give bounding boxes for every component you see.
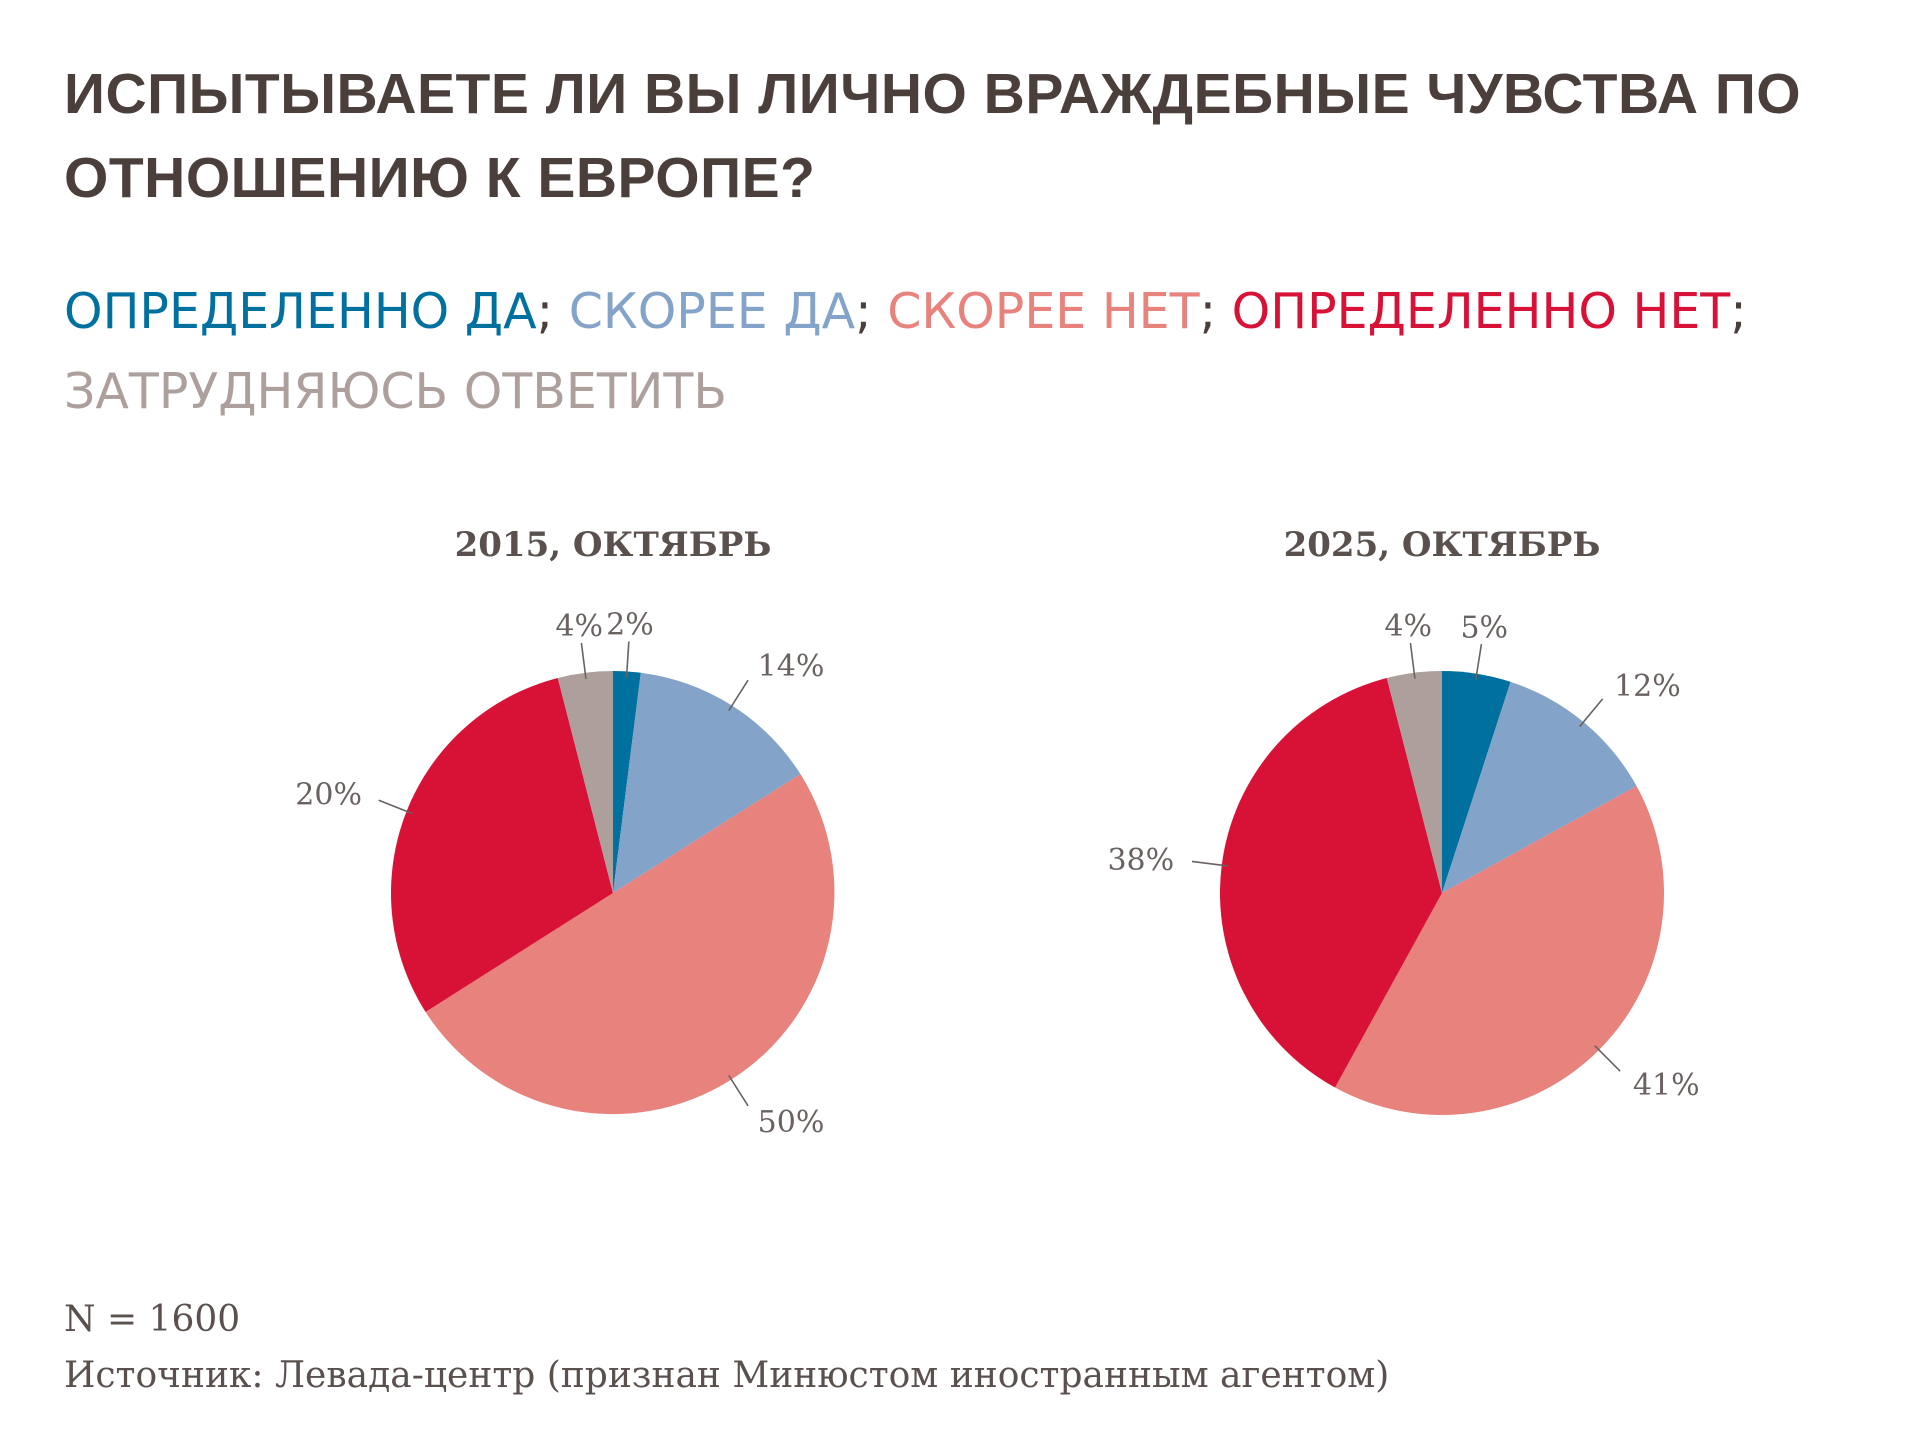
- leader-line: [728, 679, 749, 712]
- pie-slice-rather-yes: [613, 672, 801, 893]
- leader-line: [1474, 643, 1483, 680]
- data-label: 41%: [1633, 1068, 1700, 1103]
- leader-line: [580, 642, 587, 679]
- legend-separator: ;: [855, 283, 872, 340]
- legend-separator: ;: [536, 283, 554, 340]
- pie-slice-definitely-no: [391, 677, 613, 1012]
- leader-line: [1191, 860, 1228, 867]
- legend-item-rather-yes: СКОРЕЕ ДА;: [569, 283, 872, 340]
- pie-chart-2025: 2025, ОКТЯБРЬ 5% 12% 41% 38% 4%: [1107, 525, 1700, 1116]
- pie-title: 2015, ОКТЯБРЬ: [455, 525, 772, 565]
- legend-label: ОПРЕДЕЛЕННО НЕТ: [1231, 283, 1731, 340]
- legend-label: ЗАТРУДНЯЮСЬ ОТВЕТИТЬ: [64, 363, 727, 420]
- pie-slice-definitely-yes: [1442, 671, 1511, 893]
- leader-line: [1409, 642, 1416, 679]
- pie-chart-2015: 2015, ОКТЯБРЬ 2% 14% 50% 20% 4%: [295, 525, 835, 1140]
- pie-slice-definitely-no: [1219, 677, 1442, 1088]
- data-label: 20%: [295, 778, 362, 813]
- source-note: Источник: Левада-центр (признан Минюстом…: [64, 1355, 1390, 1396]
- legend-label: ОПРЕДЕЛЕННО ДА: [64, 283, 537, 340]
- data-label: 2%: [606, 608, 654, 643]
- pie-slice-definitely-yes: [613, 671, 641, 893]
- data-label: 5%: [1460, 610, 1508, 645]
- leader-line: [728, 1074, 749, 1107]
- pie-slice-hard-to-say: [557, 671, 613, 893]
- legend-separator: ;: [1199, 283, 1217, 340]
- footer: N = 1600 Источник: Левада-центр (признан…: [64, 1292, 1389, 1404]
- data-label: 14%: [758, 649, 825, 684]
- data-label: 38%: [1107, 843, 1174, 878]
- legend-item-definitely-yes: ОПРЕДЕЛЕННО ДА;: [64, 283, 553, 340]
- legend-item-definitely-no: ОПРЕДЕЛЕННО НЕТ;: [1232, 283, 1747, 340]
- leader-line: [1594, 1045, 1621, 1072]
- data-label: 50%: [758, 1105, 825, 1140]
- leader-line: [378, 799, 413, 815]
- leader-line: [1579, 698, 1604, 728]
- chart-title: ИСПЫТЫВАЕТЕ ЛИ ВЫ ЛИЧНО ВРАЖДЕБНЫЕ ЧУВСТ…: [64, 62, 1802, 210]
- data-label: 4%: [1384, 609, 1432, 644]
- legend-label: СКОРЕЕ ДА: [568, 283, 856, 340]
- legend-label: СКОРЕЕ НЕТ: [887, 283, 1200, 340]
- legend: ОПРЕДЕЛЕННО ДА; СКОРЕЕ ДА; СКОРЕЕ НЕТ; О…: [64, 272, 1884, 432]
- pie-slice-hard-to-say: [1386, 671, 1442, 893]
- data-label: 12%: [1614, 669, 1681, 704]
- pie-slice-rather-yes: [1442, 681, 1637, 893]
- legend-item-rather-no: СКОРЕЕ НЕТ;: [887, 283, 1216, 340]
- pie-slice-rather-no: [1335, 786, 1665, 1116]
- data-label: 4%: [555, 609, 603, 644]
- sample-size: N = 1600: [64, 1299, 241, 1340]
- legend-item-hard-to-say: ЗАТРУДНЯЮСЬ ОТВЕТИТЬ: [64, 363, 727, 420]
- pie-slice-rather-no: [425, 774, 835, 1115]
- legend-separator: ;: [1730, 283, 1747, 340]
- pie-title: 2025, ОКТЯБРЬ: [1284, 525, 1601, 565]
- leader-line: [625, 641, 630, 678]
